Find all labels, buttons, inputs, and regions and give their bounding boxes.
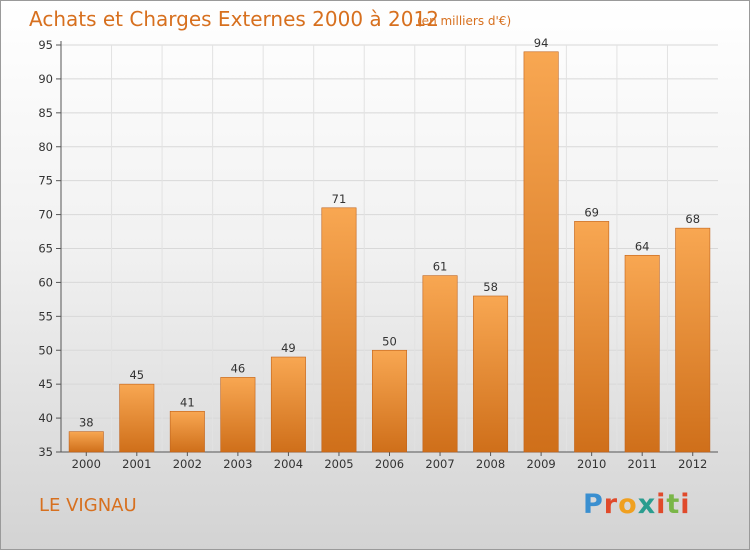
y-tick-label: 50 [38,343,53,357]
x-tick-label: 2005 [324,457,353,471]
bar-value-label: 41 [180,395,195,409]
bar-2005[interactable] [321,207,357,453]
y-tick-label: 90 [38,72,53,86]
proxiti-logo[interactable]: Proxiti [583,489,691,520]
bars [68,51,711,453]
logo-letter: P [583,489,604,520]
bar-value-label: 38 [79,416,94,430]
bar-2003[interactable] [220,377,256,453]
bar-value-label: 61 [433,260,448,274]
y-tick-label: 55 [38,309,53,323]
x-tick-label: 2007 [425,457,454,471]
x-tick-label: 2010 [577,457,606,471]
logo-letter: t [666,489,681,520]
bar-2001[interactable] [119,383,155,453]
bar-2008[interactable] [473,295,509,453]
bar-value-label: 94 [534,36,549,50]
x-tick-label: 2003 [223,457,252,471]
x-tick-label: 2006 [375,457,404,471]
y-tick-label: 95 [38,38,53,52]
unit-label: (en milliers d'€) [417,14,512,28]
y-tick-label: 70 [38,208,53,222]
bar-value-label: 49 [281,341,296,355]
bar-value-label: 50 [382,334,397,348]
commune-name: LE VIGNAU [39,495,137,516]
bar-value-label: 58 [483,280,498,294]
x-tick-label: 2004 [274,457,303,471]
x-tick-label: 2012 [678,457,707,471]
bar-2007[interactable] [422,275,458,453]
x-tick-label: 2011 [628,457,657,471]
logo-letter: o [618,489,638,520]
x-tick-label: 2002 [173,457,202,471]
chart-title: Achats et Charges Externes 2000 à 2012 [29,7,439,31]
y-tick-label: 80 [38,140,53,154]
x-tick-label: 2009 [526,457,555,471]
labels: 35 40 45 50 55 60 65 70 75 80 85 90 95 38 2000 45 2001 41… [38,36,707,471]
bar-2011[interactable] [624,254,660,453]
bar-2000[interactable] [68,431,104,453]
bar-value-label: 71 [332,192,347,206]
y-tick-label: 60 [38,275,53,289]
bar-2006[interactable] [372,349,407,453]
bar-value-label: 69 [584,205,599,219]
y-tick-label: 65 [38,242,53,256]
bar-2012[interactable] [675,227,711,453]
bar-2009[interactable] [523,51,559,453]
x-tick-label: 2008 [476,457,505,471]
x-tick-label: 2000 [72,457,101,471]
y-tick-label: 75 [38,174,53,188]
bar-2010[interactable] [574,221,610,453]
bar-value-label: 64 [635,239,650,253]
bar-2002[interactable] [169,410,205,453]
logo-letter: i [656,489,667,520]
logo-letter: r [603,489,619,520]
logo-letter: i [680,489,691,520]
y-tick-label: 40 [38,411,53,425]
logo-letter: x [637,489,657,520]
bar-value-label: 45 [129,368,144,382]
y-tick-label: 85 [38,106,53,120]
bar-2004[interactable] [270,356,306,453]
bar-value-label: 46 [231,361,246,375]
y-tick-label: 35 [38,445,53,459]
y-tick-label: 45 [38,377,53,391]
x-tick-label: 2001 [122,457,151,471]
bar-value-label: 68 [685,212,700,226]
